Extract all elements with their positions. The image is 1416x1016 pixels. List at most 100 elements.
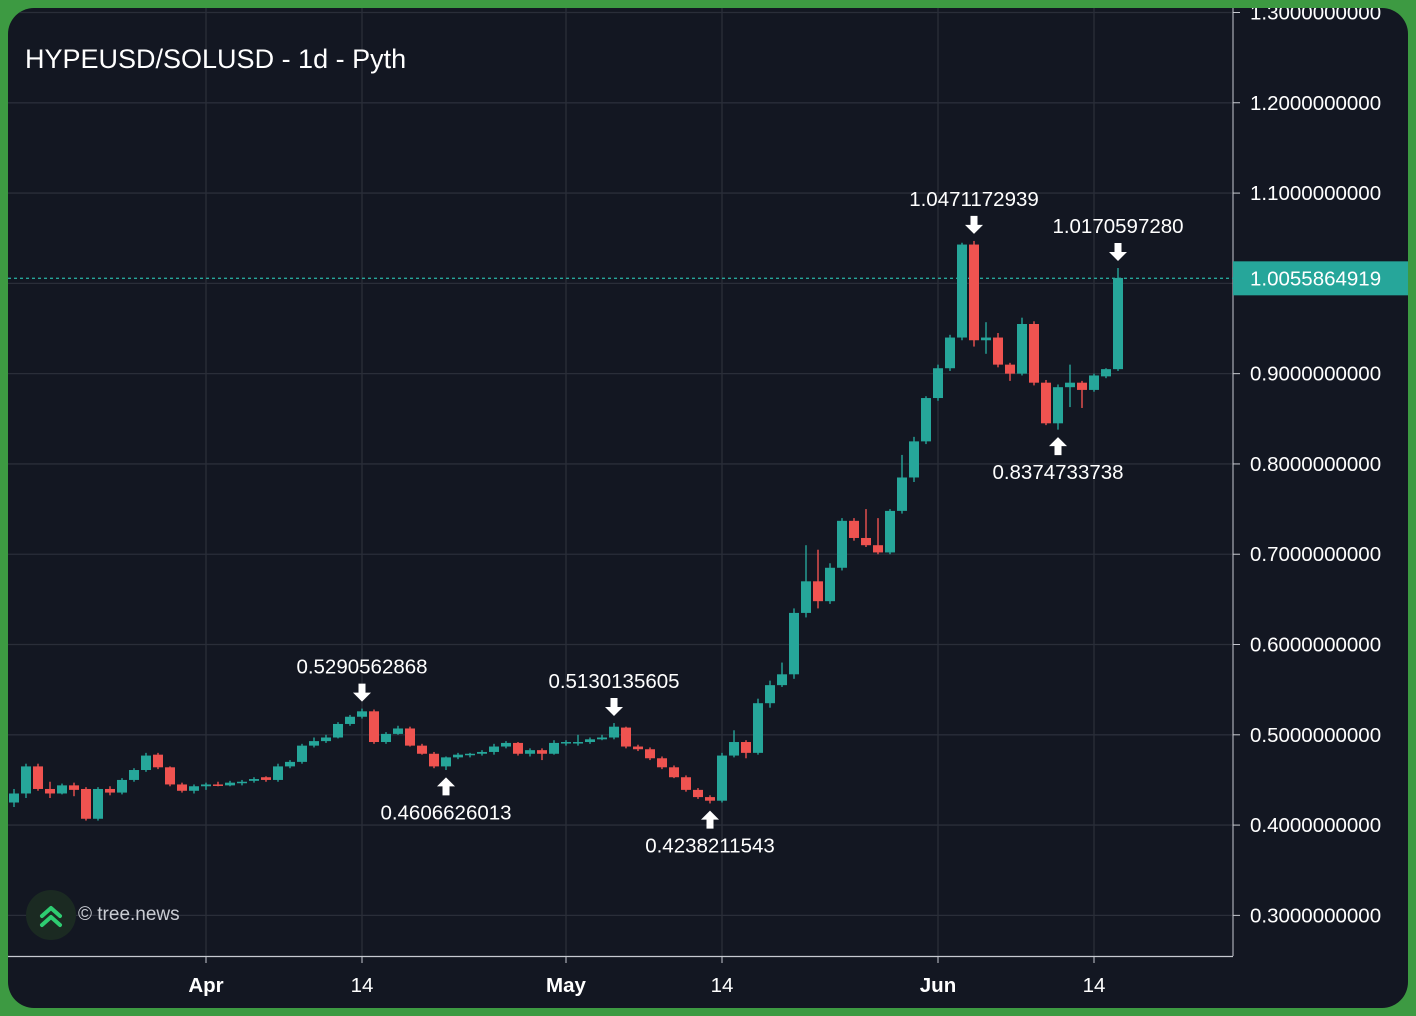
last-price-badge — [1233, 261, 1408, 296]
time-axis[interactable]: Apr 14 May 14 Jun 14 — [188, 956, 1105, 997]
price-axis[interactable]: 0.3000000000 0.4000000000 0.5000000000 0.60… — [1233, 8, 1408, 927]
price-tick-label: 1.1000000000 — [1250, 182, 1381, 205]
candle-body — [237, 781, 247, 784]
candle-body — [381, 733, 391, 743]
candle-body — [201, 784, 211, 787]
candle-body — [1029, 324, 1039, 383]
annotations: 0.5290562868 0.4606626013 0.5130135605 0.42… — [296, 188, 1183, 858]
time-tick-label: Apr — [188, 974, 223, 997]
price-tick-label: 0.7000000000 — [1250, 543, 1381, 566]
candle-body — [957, 244, 967, 338]
candle-body — [1041, 382, 1051, 424]
candle-body — [477, 751, 487, 754]
candle-body — [729, 742, 739, 756]
tree-news-logo-icon — [26, 890, 76, 940]
candle-body — [717, 755, 727, 801]
candle-body — [345, 716, 355, 724]
candle-body — [69, 785, 79, 790]
candle-body — [177, 784, 187, 791]
watermark: © tree.news — [26, 890, 180, 940]
candle-body — [225, 782, 235, 786]
candle-body — [681, 777, 691, 790]
candle-body — [129, 770, 139, 780]
candle-body — [405, 728, 415, 746]
candle-body — [333, 723, 343, 738]
candle-body — [357, 711, 367, 717]
candle-body — [501, 742, 511, 747]
candle-body — [597, 737, 607, 740]
candle-body — [777, 674, 787, 686]
candle-body — [1005, 364, 1015, 374]
time-tick-label: 14 — [351, 974, 374, 997]
high-marker-arrow-icon — [605, 698, 623, 717]
candle-body — [945, 337, 955, 369]
candle-body — [561, 742, 571, 744]
candle-body — [525, 750, 535, 754]
candle-body — [1089, 375, 1099, 390]
candle-body — [609, 726, 619, 738]
candle-body — [1113, 277, 1123, 370]
candle-body — [933, 368, 943, 399]
candle-body — [249, 779, 259, 781]
candle-body — [21, 766, 31, 794]
candle-body — [801, 581, 811, 613]
candle-body — [993, 337, 1003, 365]
candle-body — [645, 749, 655, 759]
price-tick-label: 1.3000000000 — [1250, 8, 1381, 25]
high-price-label: 1.0471172939 — [909, 188, 1039, 211]
time-tick-label: 14 — [1083, 974, 1106, 997]
candle-body — [873, 545, 883, 553]
candle-body — [1017, 324, 1027, 374]
candle-body — [189, 786, 199, 791]
candle-body — [1053, 387, 1063, 424]
candle-body — [309, 741, 319, 746]
candle-body — [753, 703, 763, 753]
candle-body — [849, 520, 859, 538]
candle-body — [441, 757, 451, 767]
low-marker-arrow-icon — [437, 777, 455, 796]
candle-body — [213, 784, 223, 786]
candle-body — [921, 398, 931, 442]
candle-body — [297, 745, 307, 762]
low-marker-arrow-icon — [701, 810, 719, 829]
candle-body — [1101, 369, 1111, 377]
candle-body — [813, 581, 823, 602]
candle-body — [285, 761, 295, 767]
low-price-label: 0.4238211543 — [645, 835, 775, 858]
candle-body — [417, 745, 427, 754]
candlestick-chart[interactable]: 0.5290562868 0.4606626013 0.5130135605 0.42… — [8, 8, 1408, 1008]
candle-body — [453, 754, 463, 758]
candle-body — [669, 767, 679, 778]
high-marker-arrow-icon — [1109, 242, 1127, 261]
chart-frame: 0.5290562868 0.4606626013 0.5130135605 0.42… — [8, 8, 1408, 1008]
high-price-label: 0.5130135605 — [548, 670, 679, 693]
candle-body — [81, 788, 91, 819]
candle-body — [33, 766, 43, 789]
candle-body — [621, 727, 631, 747]
candle-body — [765, 685, 775, 704]
candle-body — [45, 788, 55, 794]
last-price-label: 1.0055864919 — [1250, 267, 1381, 290]
low-marker-arrow-icon — [1049, 437, 1067, 456]
price-tick-label: 1.2000000000 — [1250, 92, 1381, 115]
high-price-label: 0.5290562868 — [296, 656, 427, 679]
candle-body — [981, 337, 991, 341]
candle-body — [825, 567, 835, 602]
candle-body — [1077, 382, 1087, 390]
candle-body — [141, 755, 151, 771]
candle-body — [93, 788, 103, 819]
candle-body — [693, 789, 703, 798]
candle-body — [273, 766, 283, 780]
price-tick-label: 0.8000000000 — [1250, 453, 1381, 476]
candle-body — [261, 777, 271, 780]
candle-body — [549, 742, 559, 754]
candle-body — [165, 767, 175, 785]
candle-body — [705, 797, 715, 801]
candle-body — [105, 788, 115, 793]
candle-body — [789, 612, 799, 675]
candle-body — [909, 441, 919, 478]
candle-body — [861, 537, 871, 546]
candle-body — [657, 758, 667, 768]
candle-body — [9, 793, 19, 803]
candles — [9, 240, 1123, 821]
